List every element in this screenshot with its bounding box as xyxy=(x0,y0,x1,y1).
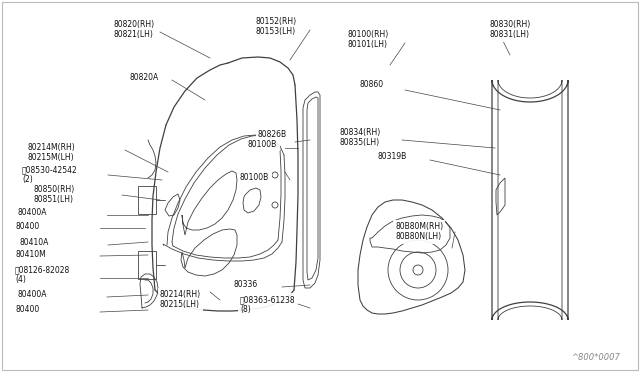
Text: 80400A: 80400A xyxy=(18,290,47,299)
Text: 80152(RH)
80153(LH): 80152(RH) 80153(LH) xyxy=(256,17,297,36)
Text: 80B80M(RH)
80B80N(LH): 80B80M(RH) 80B80N(LH) xyxy=(395,222,443,241)
Text: 80820A: 80820A xyxy=(130,73,159,82)
Text: Ⓢ08530-42542
(2): Ⓢ08530-42542 (2) xyxy=(22,165,77,185)
Text: 80410M: 80410M xyxy=(15,250,45,259)
Text: 80214(RH)
80215(LH): 80214(RH) 80215(LH) xyxy=(160,290,201,310)
Text: 80400A: 80400A xyxy=(18,208,47,217)
Text: 80860: 80860 xyxy=(360,80,384,89)
Text: 80850(RH)
80851(LH): 80850(RH) 80851(LH) xyxy=(34,185,76,204)
Text: 80100(RH)
80101(LH): 80100(RH) 80101(LH) xyxy=(348,30,389,49)
Text: 80826B: 80826B xyxy=(258,130,287,139)
Text: Ⓢ08126-82028
(4): Ⓢ08126-82028 (4) xyxy=(15,265,70,285)
Text: 80410A: 80410A xyxy=(20,238,49,247)
Text: ^800*0007: ^800*0007 xyxy=(571,353,620,362)
Text: 80100B: 80100B xyxy=(240,173,269,182)
Bar xyxy=(138,186,156,214)
Text: 80834(RH)
80835(LH): 80834(RH) 80835(LH) xyxy=(340,128,381,147)
Text: 80400: 80400 xyxy=(15,305,39,314)
Text: 80319B: 80319B xyxy=(378,152,407,161)
Text: 80336: 80336 xyxy=(233,280,257,289)
Text: 80830(RH)
80831(LH): 80830(RH) 80831(LH) xyxy=(490,20,531,39)
Text: 80214M(RH)
80215M(LH): 80214M(RH) 80215M(LH) xyxy=(28,143,76,163)
Bar xyxy=(138,251,156,279)
Text: 80400: 80400 xyxy=(15,222,39,231)
Text: Ⓢ08363-61238
(8): Ⓢ08363-61238 (8) xyxy=(240,295,296,314)
Text: 80820(RH)
80821(LH): 80820(RH) 80821(LH) xyxy=(113,20,154,39)
Text: 80100B: 80100B xyxy=(248,140,277,149)
